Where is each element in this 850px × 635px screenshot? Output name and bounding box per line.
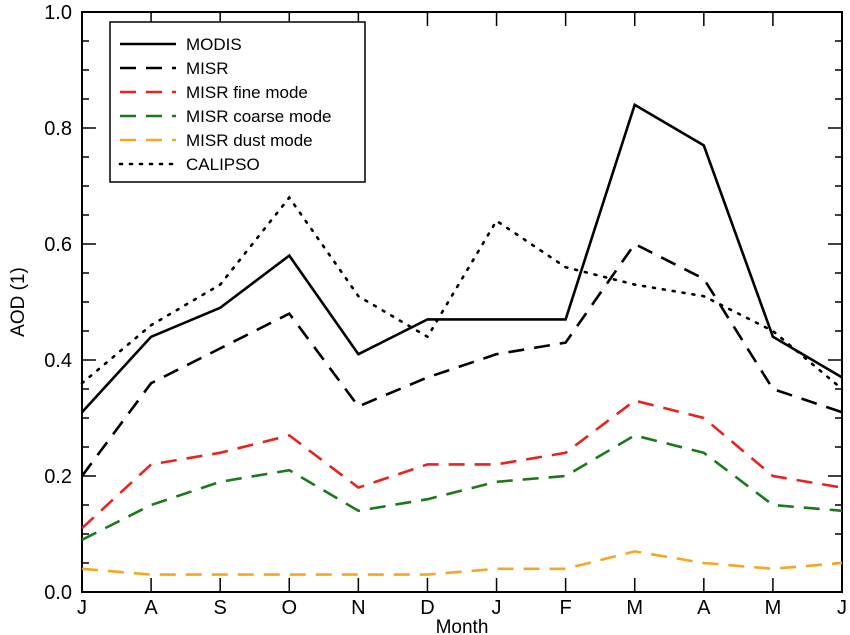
y-tick-label: 0.4 <box>44 350 72 372</box>
x-tick-label: A <box>144 597 158 619</box>
x-tick-label: O <box>281 597 297 619</box>
y-tick-label: 0.8 <box>44 118 72 140</box>
x-axis-title: Month <box>436 617 489 635</box>
series-line-modis <box>81 102 843 414</box>
x-tick-label: D <box>420 597 434 619</box>
legend-label: MISR dust mode <box>186 131 313 150</box>
legend-label: MISR <box>186 59 229 78</box>
x-tick-label: M <box>626 597 643 619</box>
x-tick-label: F <box>560 597 572 619</box>
legend-label: MODIS <box>186 35 242 54</box>
x-tick-label: M <box>765 597 782 619</box>
series-line-misr <box>80 242 843 477</box>
legend-label: CALIPSO <box>186 155 260 174</box>
legend: MODIS MISR MISR fine mode MISR coarse mode M… <box>109 21 366 183</box>
x-tick-label: A <box>697 597 711 619</box>
series-line-misr-dust-mode <box>81 550 843 576</box>
y-tick-label: 0.2 <box>44 466 72 488</box>
y-tick-label: 0.0 <box>44 582 72 604</box>
series-line-calipso <box>80 195 844 391</box>
x-tick-label: J <box>837 597 847 619</box>
legend-label: MISR fine mode <box>186 83 308 102</box>
y-axis-title: AOD (1) <box>8 267 29 337</box>
series-lines <box>80 102 844 576</box>
y-tick-label: 1.0 <box>44 2 72 24</box>
tick-labels: J A S O N D J F M A M J0.00.20.40.60.81.0 <box>44 2 847 619</box>
legend-label: MISR coarse mode <box>186 107 332 126</box>
x-tick-label: N <box>351 597 365 619</box>
x-tick-label: J <box>77 597 87 619</box>
x-tick-label: J <box>492 597 502 619</box>
x-tick-label: S <box>214 597 227 619</box>
series-line-misr-coarse-mode <box>81 434 843 541</box>
legend-box <box>109 21 366 183</box>
series-line-misr-fine-mode <box>81 399 843 530</box>
y-tick-label: 0.6 <box>44 234 72 256</box>
